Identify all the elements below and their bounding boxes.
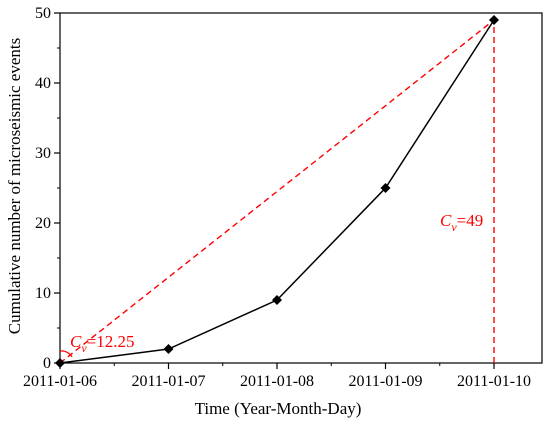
data-point-0 — [55, 358, 65, 368]
plot-area: 0 10 20 30 40 50 2011-01-06 2011-01-07 2011-01-0… — [23, 5, 543, 390]
data-point-2 — [272, 295, 282, 305]
annotation-cv-end-symbol: C — [440, 211, 452, 230]
x-tick-label-3: 2011-01-09 — [348, 373, 422, 390]
y-axis-title: Cumulative number of microseismic events — [5, 38, 24, 335]
annotation-cv-start: Cv=12.25 — [70, 332, 135, 355]
y-tick-label-5: 50 — [35, 5, 51, 22]
annotation-cv-end-subscript: v — [451, 220, 457, 234]
data-point-3 — [380, 183, 391, 193]
x-tick-label-1: 2011-01-07 — [131, 373, 205, 390]
y-tick-label-4: 40 — [35, 75, 51, 92]
annotation-cv-start-subscript: v — [81, 341, 87, 355]
y-tick-label-3: 30 — [35, 145, 51, 162]
x-tick-label-2: 2011-01-08 — [240, 373, 314, 390]
x-axis-title: Time (Year-Month-Day) — [195, 399, 362, 418]
annotation-cv-start-symbol: C — [70, 332, 82, 351]
annotation-cv-end: Cv=49 — [440, 211, 483, 234]
reference-line-0 — [59, 19, 495, 364]
y-tick-label-2: 20 — [35, 215, 51, 232]
y-tick-label-1: 10 — [35, 285, 51, 302]
y-tick-label-0: 0 — [43, 355, 51, 372]
data-point-1 — [163, 344, 174, 354]
x-tick-label-0: 2011-01-06 — [23, 373, 97, 390]
annotation-cv-start-value: =12.25 — [87, 332, 135, 351]
x-tick-label-4: 2011-01-10 — [457, 373, 531, 390]
annotation-cv-end-value: =49 — [457, 211, 484, 230]
angle-arc — [59, 350, 73, 358]
data-point-4 — [489, 15, 499, 25]
plot-frame — [59, 12, 543, 364]
